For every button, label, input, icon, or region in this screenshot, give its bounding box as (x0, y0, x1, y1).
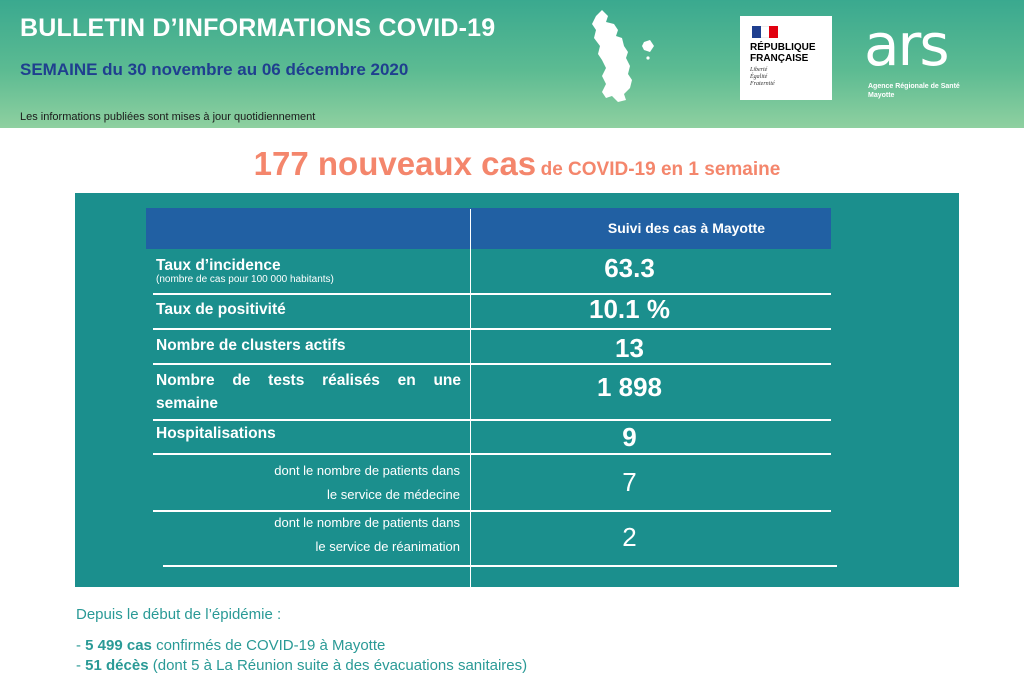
row-divider (153, 363, 831, 365)
row-value-hospitalisations: 9 (622, 422, 637, 452)
rf-motto-3: Fraternité (750, 81, 775, 87)
republique-francaise-logo: RÉPUBLIQUE FRANÇAISE Liberté Égalité Fra… (740, 16, 832, 100)
row-divider (153, 293, 831, 295)
ars-wordmark: ars (864, 11, 950, 79)
rf-motto: Liberté Égalité Fraternité (750, 67, 824, 88)
row-label-reanimation-1: dont le nombre de patients dans (274, 515, 460, 530)
footer-cases-text: confirmés de COVID-19 à Mayotte (156, 637, 386, 654)
footer-line-deaths: - 51 décès (dont 5 à La Réunion suite à … (76, 657, 527, 674)
ars-subtitle: Agence Régionale de Santé Mayotte (868, 82, 978, 100)
footer-intro: Depuis le début de l’épidémie : (76, 606, 282, 623)
row-value-positivity: 10.1 % (589, 294, 670, 324)
french-flag-icon (752, 26, 779, 38)
row-label-tests-2: semaine (156, 395, 219, 412)
header-band: BULLETIN D’INFORMATIONS COVID-19 SEMAINE… (0, 0, 1024, 128)
row-label-tests-1: Nombre de tests réalisés en une (156, 372, 461, 389)
row-value-clusters: 13 (615, 333, 644, 363)
rf-line2: FRANÇAISE (750, 53, 809, 64)
rf-motto-2: Égalité (750, 74, 768, 80)
footer-cases-count: 5 499 cas (85, 637, 152, 654)
row-divider (153, 510, 831, 512)
row-divider (153, 419, 831, 421)
bulletin-title: BULLETIN D’INFORMATIONS COVID-19 (20, 14, 496, 42)
row-divider (163, 565, 837, 567)
rf-line1: RÉPUBLIQUE (750, 42, 816, 53)
footer-deaths-count: 51 décès (85, 657, 149, 674)
row-label-medecine-1: dont le nombre de patients dans (274, 463, 460, 478)
row-label-reanimation-2: le service de réanimation (315, 539, 460, 554)
row-divider (153, 453, 831, 455)
headline-new-cases: 177 nouveaux cas (253, 145, 537, 182)
table-header: Suivi des cas à Mayotte (146, 208, 831, 249)
update-note: Les informations publiées sont mises à j… (20, 111, 316, 123)
row-value-reanimation: 2 (622, 522, 637, 552)
mayotte-map-icon (592, 10, 654, 102)
column-divider (470, 209, 471, 587)
week-range: SEMAINE du 30 novembre au 06 décembre 20… (20, 60, 409, 79)
row-label-positivity: Taux de positivité (156, 301, 286, 318)
stats-panel: Suivi des cas à Mayotte Taux d’incidence… (75, 193, 959, 587)
column-title: Suivi des cas à Mayotte (607, 220, 766, 236)
row-label-incidence: Taux d’incidence (156, 257, 281, 274)
headline-suffix: de COVID-19 en 1 semaine (540, 159, 781, 180)
row-divider (153, 328, 831, 330)
ars-logo: ars Agence Régionale de Santé Mayotte (864, 11, 996, 100)
row-label-hospitalisations: Hospitalisations (156, 425, 276, 442)
row-sublabel-incidence: (nombre de cas pour 100 000 habitants) (156, 274, 334, 285)
footer-deaths-text: (dont 5 à La Réunion suite à des évacuat… (152, 657, 528, 674)
row-label-medecine-2: le service de médecine (327, 487, 460, 502)
row-label-clusters: Nombre de clusters actifs (156, 337, 346, 354)
row-value-medecine: 7 (622, 467, 637, 497)
row-value-incidence: 63.3 (604, 253, 655, 283)
ars-subtitle-1: Agence Régionale de Santé (868, 83, 960, 90)
headline: 177 nouveaux cas de COVID-19 en 1 semain… (0, 145, 1024, 183)
rf-motto-1: Liberté (750, 67, 768, 73)
footer-bullet: - (76, 637, 81, 654)
row-value-tests: 1 898 (596, 372, 663, 402)
footer-bullet: - (76, 657, 81, 674)
ars-subtitle-2: Mayotte (868, 92, 895, 99)
footer-line-cases: - 5 499 cas confirmés de COVID-19 à Mayo… (76, 637, 385, 654)
